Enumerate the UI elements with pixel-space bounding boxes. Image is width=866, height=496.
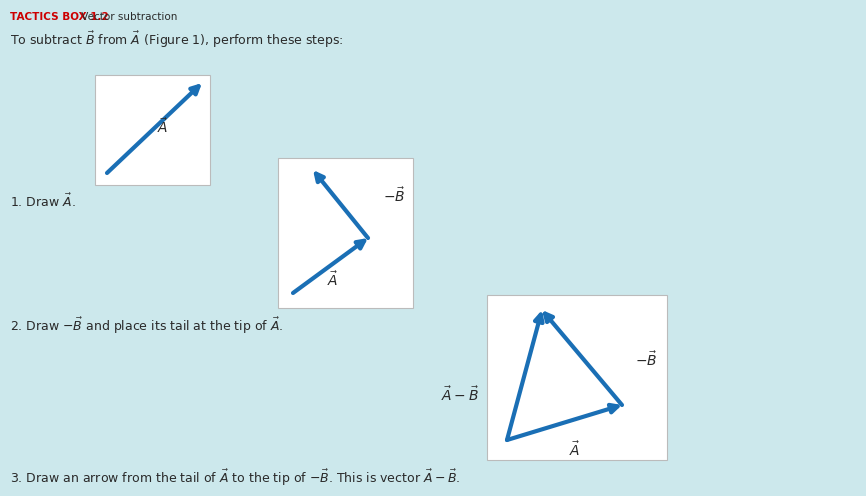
- Text: TACTICS BOX 1.2: TACTICS BOX 1.2: [10, 12, 109, 22]
- Text: 1. Draw $\vec{A}$.: 1. Draw $\vec{A}$.: [10, 193, 75, 210]
- Text: $\vec{A}-\vec{B}$: $\vec{A}-\vec{B}$: [441, 386, 479, 404]
- Text: 2. Draw $-\vec{B}$ and place its tail at the tip of $\vec{A}$.: 2. Draw $-\vec{B}$ and place its tail at…: [10, 316, 283, 336]
- Bar: [278, 158, 413, 308]
- Bar: [487, 295, 667, 460]
- Text: $\vec{A}$: $\vec{A}$: [327, 271, 339, 289]
- Text: $\vec{A}$: $\vec{A}$: [158, 118, 169, 136]
- Text: To subtract $\vec{B}$ from $\vec{A}$ (Figure 1), perform these steps:: To subtract $\vec{B}$ from $\vec{A}$ (Fi…: [10, 30, 344, 50]
- Text: $-\vec{B}$: $-\vec{B}$: [635, 351, 657, 370]
- Text: $\vec{A}$: $\vec{A}$: [569, 440, 580, 459]
- Text: Vector subtraction: Vector subtraction: [78, 12, 178, 22]
- Bar: [95, 75, 210, 185]
- Text: 3. Draw an arrow from the tail of $\vec{A}$ to the tip of $-\vec{B}$. This is ve: 3. Draw an arrow from the tail of $\vec{…: [10, 468, 460, 488]
- Text: $-\vec{B}$: $-\vec{B}$: [383, 186, 405, 205]
